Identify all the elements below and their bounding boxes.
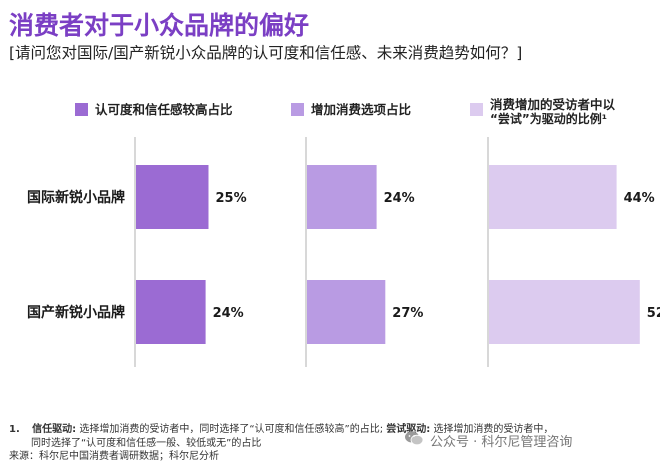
watermark: 公众号 · 科尔尼管理咨询 — [400, 427, 650, 453]
data-label: 52% — [647, 306, 660, 321]
bar — [489, 165, 617, 229]
footnote-line-1: 1. 信任驱动: 选择增加消费的受访者中，同时选择了“认可度和信任感较高”的占比… — [9, 420, 553, 435]
footnote-text-trial: 选择增加消费的受访者中， — [433, 424, 554, 435]
data-label: 44% — [624, 191, 655, 206]
footnote-source: 来源：科尔尼中国消费者调研数据；科尔尼分析 — [9, 451, 219, 462]
page-title: 消费者对于小众品牌的偏好 — [9, 11, 310, 40]
data-label: 27% — [392, 306, 423, 321]
category-label: 国产新锐小品牌 — [27, 304, 125, 321]
watermark-text: 公众号 · 科尔尼管理咨询 — [430, 435, 573, 450]
footnote-term-trial: 尝试驱动: — [386, 424, 431, 435]
data-label: 25% — [216, 191, 247, 206]
bar — [307, 280, 386, 344]
footnote-line-2: 同时选择了“认可度和信任感一般、较低或无”的占比 — [31, 438, 262, 449]
category-label: 国际新锐小品牌 — [27, 189, 125, 206]
legend-label-trust: 认可度和信任感较高占比 — [95, 102, 233, 117]
footnote-number: 1. — [9, 424, 20, 435]
wechat-icon — [405, 431, 424, 446]
bar — [136, 165, 209, 229]
data-label: 24% — [213, 306, 244, 321]
legend-swatch-trust — [75, 103, 88, 116]
bar — [489, 280, 640, 344]
legend-swatch-options — [291, 103, 304, 116]
legend-swatch-trial — [470, 103, 483, 116]
legend-label-options: 增加消费选项占比 — [311, 102, 412, 117]
footnote-text-trust: 选择增加消费的受访者中，同时选择了“认可度和信任感较高”的占比; — [79, 424, 384, 435]
bar — [307, 165, 377, 229]
data-label: 24% — [384, 191, 415, 206]
legend-label-trial-line1: 消费增加的受访者中以 — [490, 97, 616, 112]
page-subtitle: [请问您对国际/国产新锐小众品牌的认可度和信任感、未来消费趋势如何？] — [9, 44, 523, 62]
footnote-term-trust: 信任驱动: — [32, 424, 77, 435]
bar — [136, 280, 206, 344]
legend-label-trial-line2: “尝试”为驱动的比例¹ — [490, 112, 608, 126]
